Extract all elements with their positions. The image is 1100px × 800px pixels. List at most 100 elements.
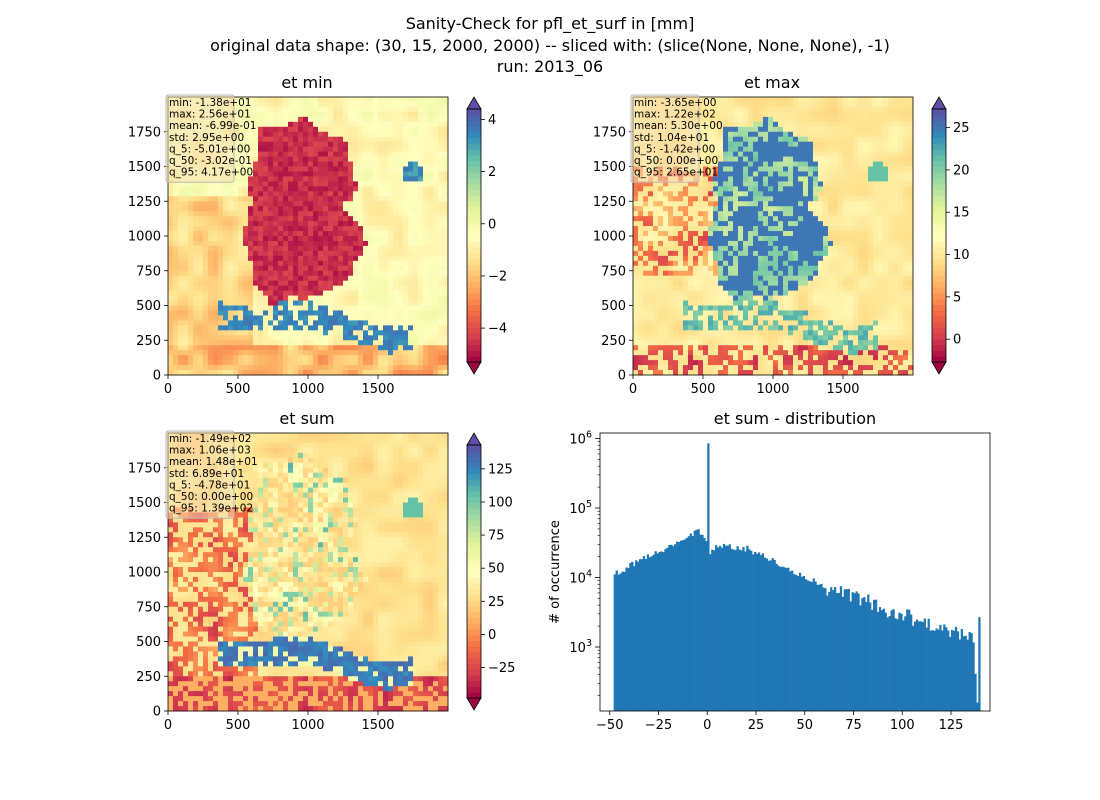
et-min-heatmap-cell [248,240,254,247]
et-min-heatmap-cell [278,186,284,192]
et-min-heatmap-cell [338,191,344,197]
et-max-heatmap-cell [763,176,769,182]
et-max-heatmap-cell [658,216,664,222]
et-min-heatmap-cell [283,370,289,376]
et-min-heatmap-cell [393,250,399,257]
et-min-heatmap-cell [413,330,419,336]
et-max-heatmap-cell [768,146,774,152]
et-min-heatmap-cell [178,265,184,272]
et-min-heatmap-cell [413,315,419,321]
et-max-heatmap-cell [723,201,729,207]
et-min-heatmap-cell [383,330,389,336]
et-max-heatmap-cell [763,231,769,237]
et-min-heatmap-cell [268,201,274,207]
et-max-heatmap-cell [788,156,794,162]
et-max-heatmap-cell [673,191,679,197]
et-min-heatmap-cell [258,151,264,157]
et-min-heatmap-cell [228,360,234,366]
et-min-heatmap-cell [278,191,284,197]
et-min-heatmap-cell [338,196,344,202]
et-min-heatmap-cell [348,201,354,207]
et-min-heatmap-cell [213,330,219,336]
et-min-heatmap-cell [343,305,349,311]
et-max-heatmap-cell [643,186,649,192]
et-max-heatmap-cell [753,335,759,341]
et-min-heatmap-cell [178,255,184,262]
et-max-heatmap-cell [738,206,744,212]
et-max-heatmap-cell [673,280,679,287]
et-min-heatmap-cell [418,211,424,217]
et-min-heatmap-cell [398,191,404,197]
et-min-heatmap-cell [243,206,249,212]
et-min-heatmap-cell [223,201,229,207]
et-min-heatmap-cell [188,236,194,242]
et-max-heatmap-cell [733,156,739,162]
et-max-heatmap-cell [633,360,639,366]
et-min-heatmap-cell [438,141,444,148]
et-min-heatmap-cell [173,305,179,311]
et-min-heatmap-cell [283,315,289,321]
et-max-heatmap-cell [773,285,779,291]
et-max-heatmap-cell [783,116,789,123]
et-min-heatmap-cell [388,226,394,232]
et-min-heatmap-cell [173,260,179,267]
et-min-heatmap-cell [358,226,364,232]
et-min-heatmap-cell [228,355,234,361]
et-max-heatmap-cell [733,221,739,227]
et-min-heatmap-cell [188,196,194,202]
et-min-heatmap-cell [443,300,449,306]
et-min-heatmap-cell [228,186,234,192]
et-min-heatmap-cell [248,206,254,212]
et-min-heatmap-cell [213,335,219,341]
et-max-heatmap-cell [738,121,744,128]
et-max-heatmap-cell [698,146,704,152]
et-min-heatmap-cell [208,186,214,192]
et-min-heatmap-cell [363,335,369,341]
et-min-heatmap-cell [333,360,339,366]
et-min-heatmap-cell [303,161,309,167]
et-max-heatmap-cell [633,330,639,336]
et-max-heatmap-cell [663,345,669,351]
et-min-heatmap-cell [238,156,244,162]
et-min-colorbar-segment [467,321,481,328]
et-min-heatmap-cell [348,365,354,371]
et-max-heatmap-cell [773,126,779,133]
et-min-heatmap-cell [228,305,234,311]
et-max-heatmap-cell [678,290,684,296]
et-min-heatmap-cell [178,355,184,361]
et-max-heatmap-cell [678,226,684,232]
et-max-heatmap-cell [698,305,704,311]
et-min-heatmap-cell [363,305,369,311]
et-max-heatmap-cell [638,315,644,321]
et-min-heatmap-cell [208,221,214,227]
et-max-heatmap-cell [653,285,659,291]
et-min-heatmap-cell [303,305,309,311]
et-min-heatmap-cell [298,146,304,152]
et-min-heatmap-cell [208,250,214,257]
et-min-heatmap-cell [363,280,369,287]
et-min-heatmap-cell [208,201,214,207]
et-min-heatmap-cell [253,340,259,346]
et-min-heatmap-cell [198,245,204,252]
et-max-heatmap-cell [643,305,649,311]
et-max-heatmap-cell [733,275,739,282]
et-min-heatmap-cell [293,325,299,331]
et-min-heatmap-cell [203,186,209,192]
et-max-heatmap-cell [758,265,764,272]
et-min-heatmap-cell [223,345,229,351]
et-max-heatmap-cell [748,275,754,282]
et-max-heatmap-cell [733,211,739,217]
et-min-heatmap-cell [238,325,244,331]
et-max-heatmap-cell [718,141,724,148]
et-max-heatmap-cell [653,340,659,346]
et-min-heatmap-cell [353,156,359,162]
et-max-heatmap-cell [678,260,684,267]
et-max-heatmap-cell [658,206,664,212]
et-min-heatmap-cell [358,221,364,227]
et-min-heatmap-cell [233,355,239,361]
et-min-heatmap-cell [343,285,349,291]
et-min-heatmap-cell [188,260,194,267]
et-min-heatmap-cell [183,345,189,351]
et-max-heatmap-cell [743,211,749,217]
et-max-heatmap-cell [783,325,789,331]
